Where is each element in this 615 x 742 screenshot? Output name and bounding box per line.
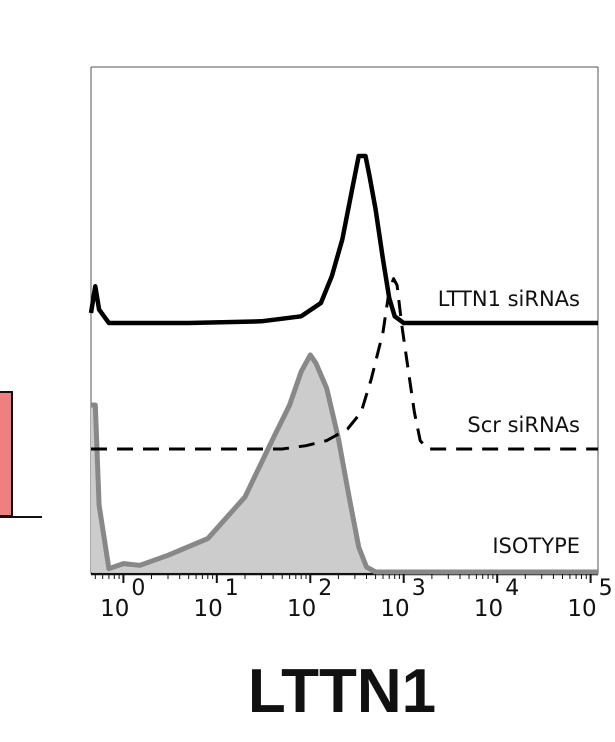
x-tick-exponent: 2 xyxy=(318,576,332,601)
series-label-lttn1-sirnas: LTTN1 siRNAs xyxy=(438,287,580,311)
series-label-scr-sirnas: Scr siRNAs xyxy=(467,413,580,437)
x-tick-base: 10 xyxy=(474,596,503,622)
series-fill-isotype xyxy=(91,354,598,572)
series-line-lttn1-sirnas xyxy=(88,153,598,326)
x-tick-base: 10 xyxy=(380,596,409,622)
x-axis-title: LTTN1 xyxy=(248,657,436,726)
neighbor-panel-bar xyxy=(0,391,13,517)
x-tick-exponent: 3 xyxy=(412,576,426,601)
neighbor-panel xyxy=(0,391,42,518)
series-layer xyxy=(88,153,598,575)
x-tick-label: 105 xyxy=(567,576,612,622)
x-tick-base: 10 xyxy=(194,596,223,622)
x-tick-label: 101 xyxy=(194,576,239,622)
x-tick-label: 103 xyxy=(380,576,425,622)
x-tick-label: 104 xyxy=(474,576,519,622)
x-tick-exponent: 4 xyxy=(505,576,519,601)
x-tick-label: 100 xyxy=(100,576,145,622)
x-tick-base: 10 xyxy=(287,596,316,622)
x-tick-label: 102 xyxy=(287,576,332,622)
x-tick-base: 10 xyxy=(100,596,129,622)
x-tick-exponent: 5 xyxy=(599,576,613,601)
series-line-isotype xyxy=(91,352,598,575)
x-tick-exponent: 1 xyxy=(225,576,239,601)
x-tick-exponent: 0 xyxy=(131,576,145,601)
x-tick-base: 10 xyxy=(567,596,596,622)
trace-labels: LTTN1 siRNAs Scr siRNAs ISOTYPE xyxy=(438,287,580,558)
series-label-isotype: ISOTYPE xyxy=(492,534,580,558)
